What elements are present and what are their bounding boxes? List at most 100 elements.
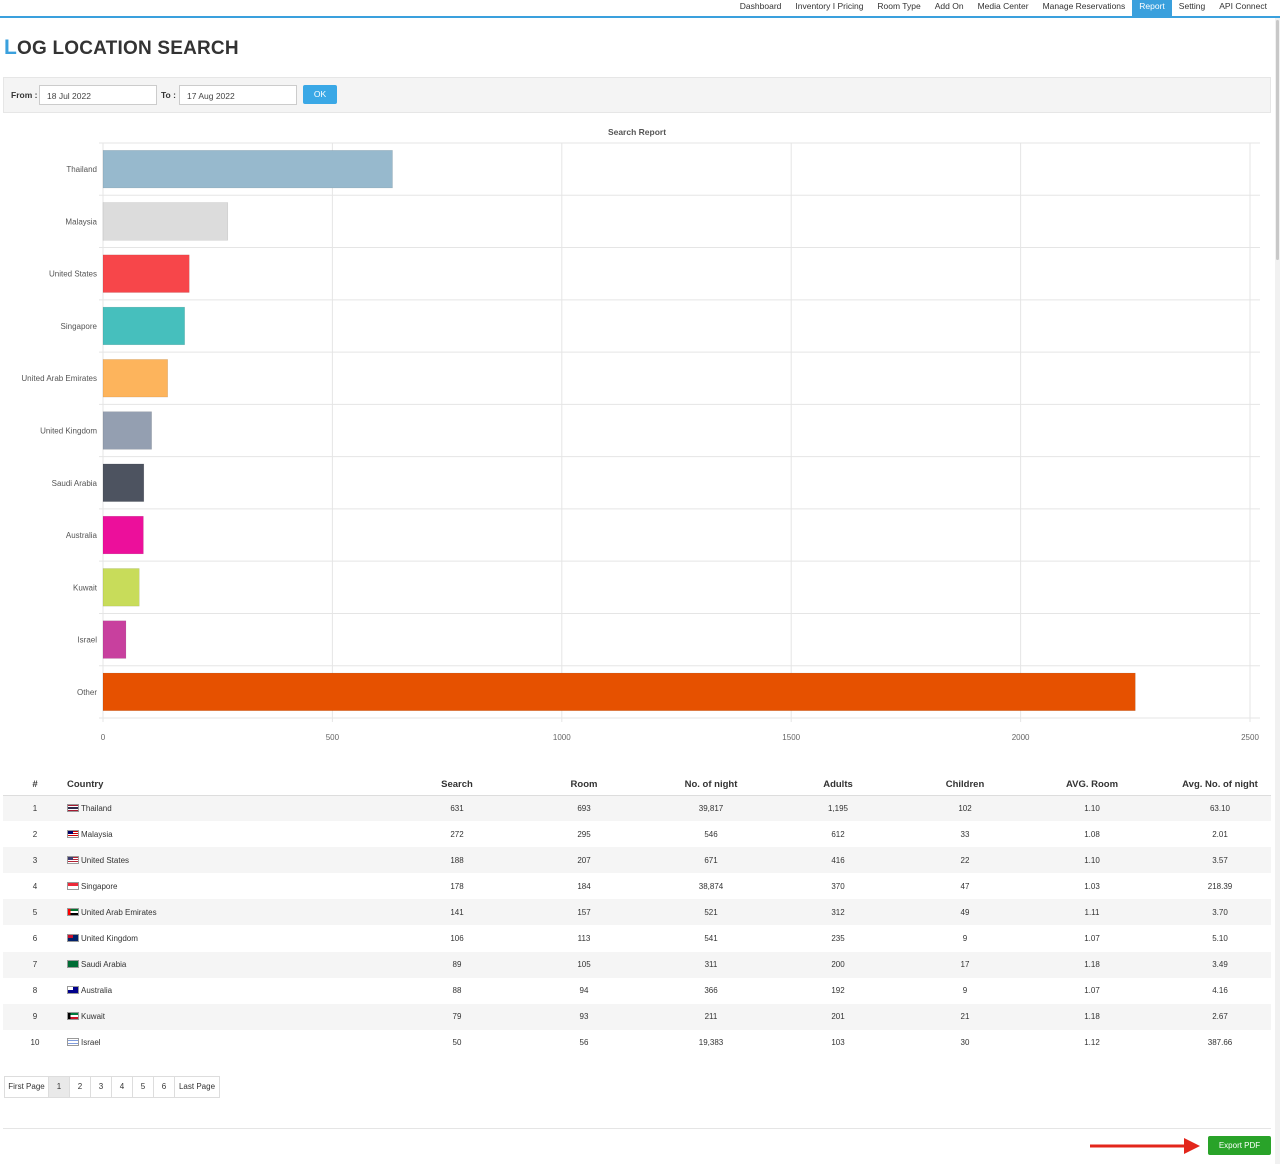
- to-label: To :: [161, 90, 176, 100]
- first-page-link[interactable]: First Page: [5, 1077, 49, 1097]
- cell-avg-nights: 3.70: [1212, 907, 1228, 917]
- table-row: 4 Singapore 178 184 38,874 370 47 1.03 218.39: [3, 873, 1271, 899]
- cell-children: 49: [960, 907, 970, 917]
- col-header-avg-room: AVG. Room: [1015, 775, 1169, 796]
- y-category-label: Thailand: [66, 165, 97, 174]
- bar-other: [102, 672, 1136, 711]
- bar-saudi-arabia: [102, 463, 145, 502]
- page-link-6[interactable]: 6: [154, 1077, 175, 1097]
- cell-country: Kuwait: [67, 1004, 407, 1030]
- cell-search: 272: [450, 829, 464, 839]
- cell-index: 6: [32, 934, 38, 944]
- country-name: United Arab Emirates: [81, 907, 157, 917]
- cell-index: 7: [32, 960, 38, 970]
- x-tick-label: 2000: [1012, 733, 1030, 742]
- cell-search: 50: [452, 1038, 462, 1048]
- page-title: LOG LOCATION SEARCH: [4, 36, 239, 60]
- country-name: Australia: [81, 986, 113, 996]
- cell-avg-room: 1.11: [1084, 907, 1100, 917]
- cell-avg-room: 1.12: [1084, 1038, 1100, 1048]
- country-name: Singapore: [81, 881, 118, 891]
- cell-nights: 38,874: [698, 881, 724, 891]
- pagination: First Page 1 2 3 4 5 6 Last Page: [4, 1076, 220, 1098]
- nav-item-api-connect[interactable]: API Connect: [1219, 1, 1267, 11]
- to-date-input[interactable]: 17 Aug 2022: [179, 85, 297, 105]
- page-link-4[interactable]: 4: [112, 1077, 133, 1097]
- col-header-search: Search: [407, 775, 507, 796]
- cell-room: 56: [579, 1038, 589, 1048]
- country-name: United Kingdom: [81, 934, 138, 944]
- y-category-label: Saudi Arabia: [52, 479, 98, 488]
- y-category-label: United Arab Emirates: [21, 374, 97, 383]
- cell-room: 295: [577, 829, 591, 839]
- cell-avg-room: 1.10: [1084, 855, 1100, 865]
- scrollbar-thumb[interactable]: [1276, 20, 1279, 260]
- cell-children: 9: [962, 986, 968, 996]
- country-name: Saudi Arabia: [81, 960, 127, 970]
- country-name: Thailand: [81, 803, 112, 813]
- nav-item-add-on[interactable]: Add On: [934, 1, 964, 11]
- scrollbar-track[interactable]: [1275, 18, 1280, 1164]
- malaysia-flag-icon: [67, 829, 79, 838]
- cell-avg-room: 1.18: [1084, 960, 1100, 970]
- nav-item-report[interactable]: Report: [1132, 0, 1172, 16]
- nav-item-room-type[interactable]: Room Type: [877, 1, 921, 11]
- col-header-children: Children: [915, 775, 1015, 796]
- page-link-2[interactable]: 2: [70, 1077, 91, 1097]
- cell-avg-nights: 387.66: [1207, 1038, 1233, 1048]
- nav-menu: Dashboard Inventory I Pricing Room Type Add…: [733, 0, 1274, 16]
- cell-index: 8: [32, 986, 38, 996]
- last-page-link[interactable]: Last Page: [178, 1082, 216, 1091]
- kuwait-flag-icon: [67, 1012, 79, 1021]
- nav-item-dashboard[interactable]: Dashboard: [739, 1, 782, 11]
- cell-adults: 201: [831, 1012, 845, 1022]
- thailand-flag-icon: [67, 803, 79, 812]
- cell-adults: 192: [831, 986, 845, 996]
- cell-country: Israel: [67, 1030, 407, 1056]
- israel-flag-icon: [67, 1038, 79, 1047]
- cell-room: 157: [577, 907, 591, 917]
- united-states-flag-icon: [67, 855, 79, 864]
- col-header-adults: Adults: [761, 775, 915, 796]
- cell-children: 21: [960, 1012, 970, 1022]
- cell-nights: 521: [704, 907, 718, 917]
- bar-united-states: [102, 254, 190, 293]
- nav-item-inventory-i-pricing[interactable]: Inventory I Pricing: [795, 1, 864, 11]
- cell-country: United Arab Emirates: [67, 899, 407, 925]
- australia-flag-icon: [67, 986, 79, 995]
- export-pdf-button[interactable]: Export PDF: [1208, 1136, 1271, 1155]
- nav-item-media-center[interactable]: Media Center: [977, 1, 1029, 11]
- cell-room: 94: [579, 986, 589, 996]
- cell-room: 184: [577, 881, 591, 891]
- table-body: 1 Thailand 631 693 39,817 1,195 102 1.10 63.10 2 M…: [3, 795, 1271, 1056]
- nav-item-setting[interactable]: Setting: [1178, 1, 1206, 11]
- nav-item-manage-reservations[interactable]: Manage Reservations: [1042, 1, 1126, 11]
- cell-index: 5: [32, 907, 38, 917]
- ok-button[interactable]: OK: [303, 85, 337, 104]
- bar-malaysia: [102, 202, 229, 241]
- page-link-3[interactable]: 3: [91, 1077, 112, 1097]
- cell-avg-nights: 63.10: [1209, 803, 1231, 813]
- cell-index: 1: [32, 803, 38, 813]
- red-arrow-annotation: [1090, 1138, 1200, 1154]
- cell-nights: 546: [704, 829, 718, 839]
- page-link-5[interactable]: 5: [133, 1077, 154, 1097]
- bar-israel: [102, 620, 127, 659]
- search-report-table: # Country Search Room No. of night Adult…: [3, 775, 1271, 1056]
- cell-avg-room: 1.10: [1084, 803, 1100, 813]
- cell-adults: 416: [831, 855, 845, 865]
- cell-avg-nights: 3.49: [1212, 960, 1228, 970]
- x-tick-label: 0: [101, 733, 106, 742]
- cell-country: United Kingdom: [67, 925, 407, 951]
- page-title-initial: L: [4, 36, 18, 59]
- page-link-1[interactable]: 1: [49, 1077, 70, 1097]
- y-category-label: Kuwait: [73, 583, 98, 592]
- united-kingdom-flag-icon: [67, 934, 79, 943]
- cell-nights: 366: [704, 986, 718, 996]
- from-date-input[interactable]: 18 Jul 2022: [39, 85, 157, 105]
- cell-nights: 39,817: [698, 803, 724, 813]
- chart-title: Search Report: [608, 127, 666, 137]
- bar-kuwait: [102, 568, 140, 607]
- cell-adults: 103: [831, 1038, 845, 1048]
- cell-avg-room: 1.03: [1084, 881, 1100, 891]
